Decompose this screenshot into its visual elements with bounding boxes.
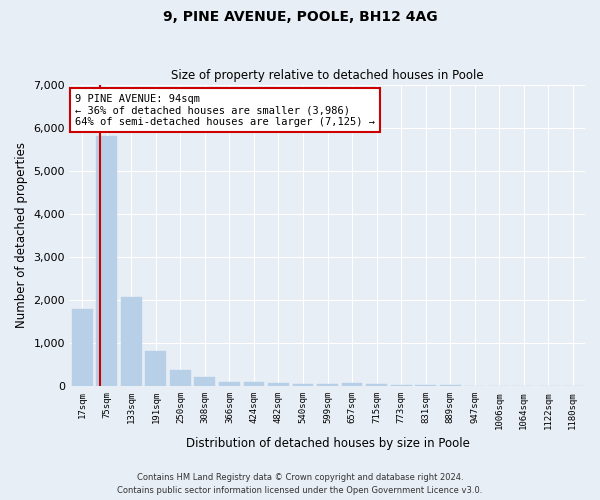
Bar (341, 382, 362, 386)
Text: Contains HM Land Registry data © Crown copyright and database right 2024.
Contai: Contains HM Land Registry data © Crown c… (118, 474, 482, 495)
Text: 9, PINE AVENUE, POOLE, BH12 4AG: 9, PINE AVENUE, POOLE, BH12 4AG (163, 10, 437, 24)
Bar (194, 377, 215, 386)
Y-axis label: Number of detached properties: Number of detached properties (15, 142, 28, 328)
Title: Size of property relative to detached houses in Poole: Size of property relative to detached ho… (171, 69, 484, 82)
Bar (145, 351, 166, 386)
Bar (366, 384, 387, 386)
Bar (244, 382, 265, 386)
Bar (268, 383, 289, 386)
Bar (317, 384, 338, 386)
Bar (72, 310, 93, 386)
Bar (391, 385, 412, 386)
Bar (415, 385, 436, 386)
Text: 9 PINE AVENUE: 94sqm
← 36% of detached houses are smaller (3,986)
64% of semi-de: 9 PINE AVENUE: 94sqm ← 36% of detached h… (75, 94, 375, 127)
Bar (97, 136, 117, 386)
Bar (121, 298, 142, 386)
Bar (219, 382, 240, 386)
Bar (170, 370, 191, 386)
Bar (293, 384, 313, 386)
X-axis label: Distribution of detached houses by size in Poole: Distribution of detached houses by size … (185, 437, 469, 450)
